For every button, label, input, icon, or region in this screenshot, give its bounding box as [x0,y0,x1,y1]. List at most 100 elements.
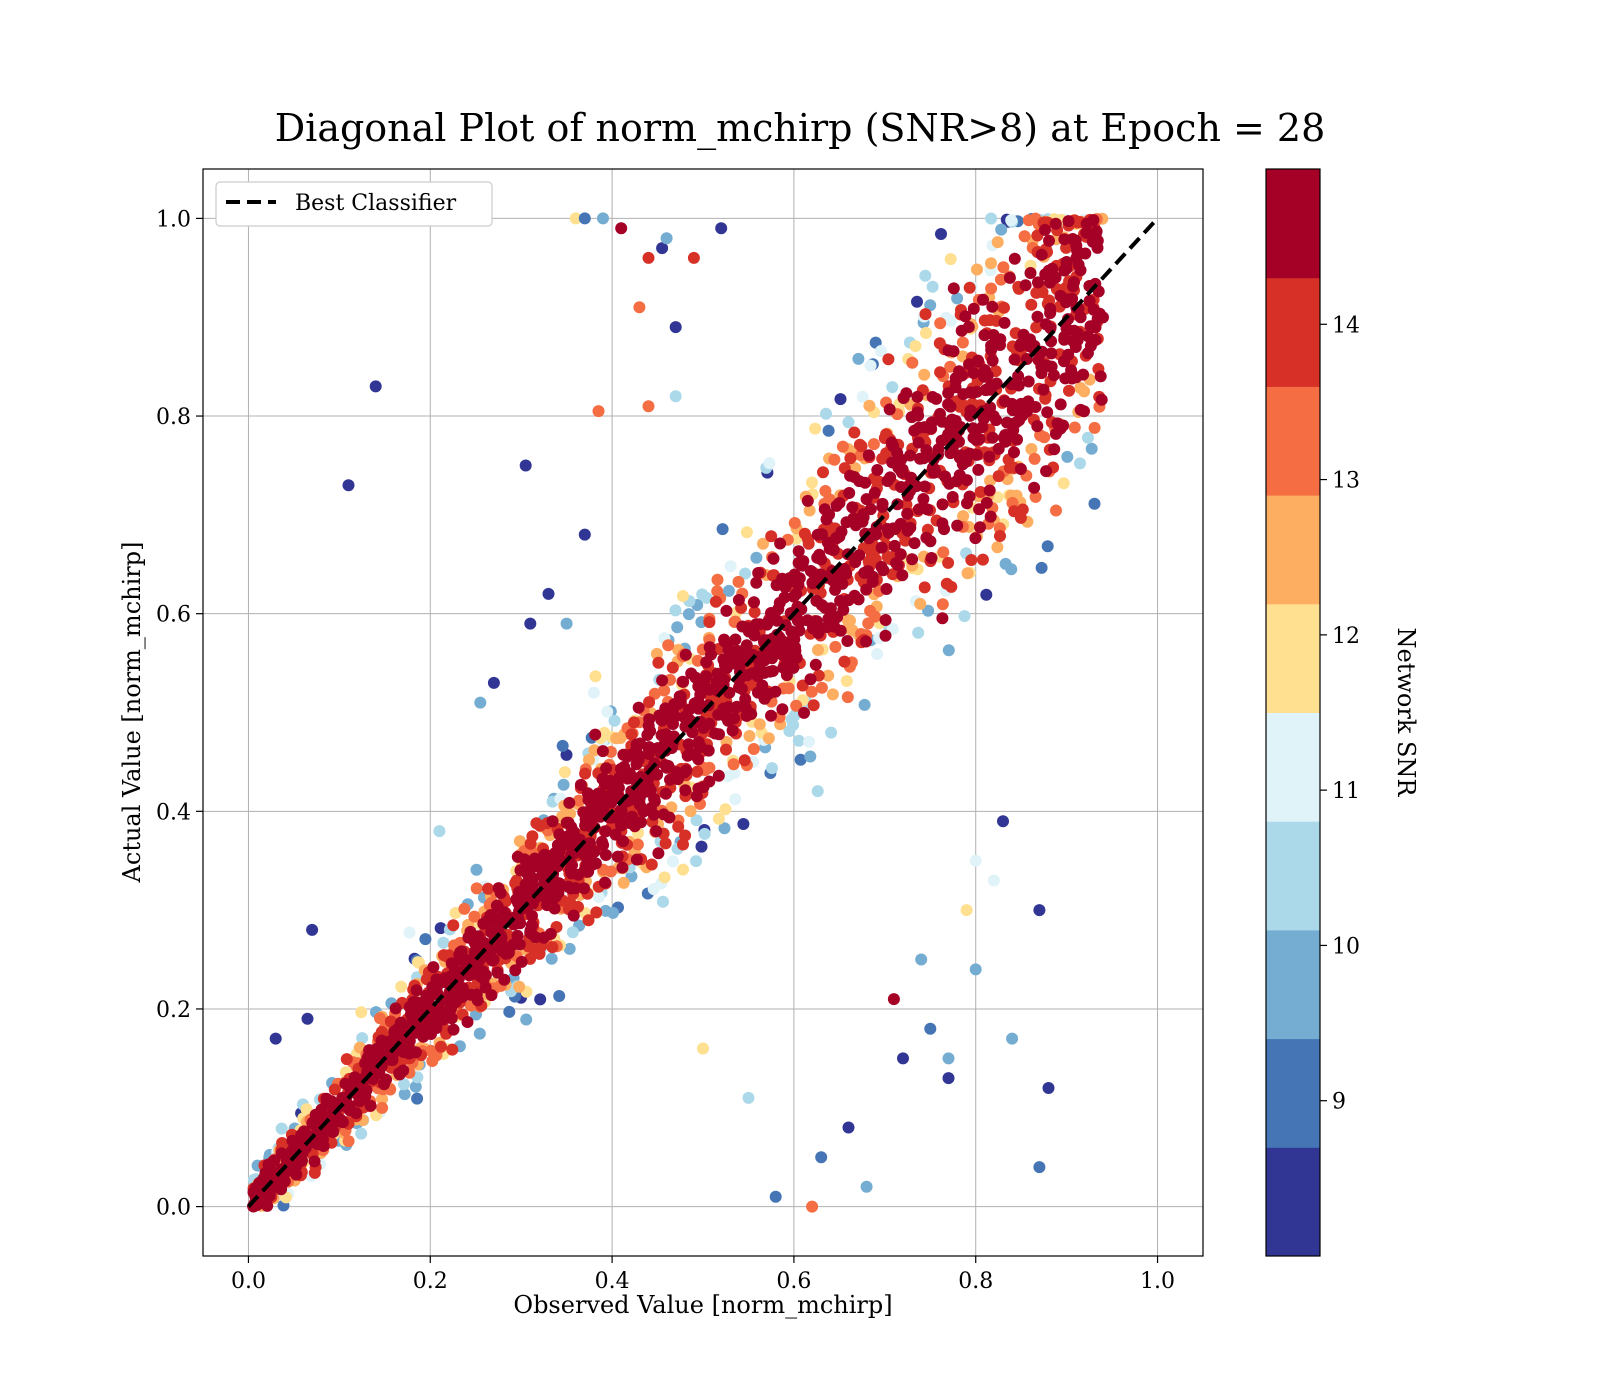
scatter-point [509,964,522,977]
scatter-point [922,604,935,617]
scatter-point [978,329,991,342]
scatter-point [793,572,806,585]
scatter-point [767,552,780,565]
scatter-point [908,424,921,437]
scatter-point [917,493,930,505]
scatter-point [669,321,682,334]
scatter-point [1088,497,1101,510]
scatter-point [608,714,621,727]
scatter-point [815,528,828,541]
scatter-point [998,301,1010,314]
scatter-point [679,784,692,797]
scatter-point [919,308,932,321]
scatter-point [809,422,822,435]
scatter-point [291,1136,304,1149]
scatter-point [716,523,729,536]
scatter-point [587,686,600,699]
scatter-point [1025,298,1038,311]
scatter-point [553,990,566,1002]
scatter-point [973,503,986,516]
scatter-point [665,801,678,814]
scatter-point [680,764,693,777]
scatter-point [656,242,669,255]
scatter-point [666,661,679,674]
scatter-point [409,1080,422,1093]
scatter-point [1035,367,1048,380]
scatter-point [276,1137,289,1149]
scatter-point [692,782,705,795]
scatter-point [969,532,982,545]
scatter-point [598,790,610,803]
scatter-point [972,354,985,367]
scatter-point [926,280,939,293]
scatter-point [944,314,957,327]
scatter-point [447,919,460,932]
scatter-point [556,739,569,752]
scatter-point [967,367,980,379]
scatter-point [876,497,889,510]
scatter-point [1029,401,1042,413]
scatter-point [398,1088,411,1101]
scatter-point [920,327,932,339]
scatter-point [901,507,914,520]
scatter-point [924,1022,937,1035]
scatter-point [563,942,576,955]
scatter-point [908,537,921,550]
scatter-point [584,815,597,828]
scatter-point [947,282,960,295]
scatter-point [732,594,745,606]
scatter-point [991,541,1004,554]
scatter-point [482,882,494,895]
y-tick-label: 0.0 [156,1196,191,1221]
scatter-point [1022,375,1035,388]
scatter-point [918,581,931,594]
scatter-point [924,299,937,312]
scatter-point [1074,264,1087,277]
scatter-point [998,316,1011,329]
scatter-point [895,481,907,493]
scatter-point [842,416,855,429]
scatter-point [942,556,955,569]
scatter-point [553,828,566,841]
scatter-point [939,470,952,483]
scatter-point [692,702,705,715]
scatter-point [641,729,654,741]
scatter-point [597,212,609,225]
scatter-point [901,524,914,537]
scatter-point [985,282,998,295]
scatter-point [655,729,668,742]
scatter-point [1006,1032,1019,1045]
scatter-point [590,906,603,919]
scatter-point [793,624,806,637]
scatter-point [712,812,725,825]
scatter-point [474,696,487,709]
scatter-point [863,399,876,412]
scatter-point [513,980,526,993]
scatter-point [1028,481,1041,494]
scatter-point [766,569,779,582]
scatter-point [914,597,927,610]
scatter-point [369,380,382,393]
scatter-point [1050,504,1062,517]
scatter-point [487,676,500,689]
scatter-point [515,955,528,968]
scatter-point [739,567,752,580]
scatter-point [669,390,682,403]
scatter-point [666,855,679,868]
scatter-point [858,698,871,711]
scatter-point [495,937,508,950]
scatter-point [470,882,483,895]
scatter-point [815,681,828,694]
scatter-point [792,734,805,747]
scatter-point [778,591,791,604]
scatter-point [1060,322,1073,335]
scatter-point [596,745,609,758]
scatter-point [717,653,730,666]
scatter-point [585,806,598,819]
scatter-point [728,767,741,780]
scatter-point [809,658,822,671]
y-tick-label: 0.4 [156,800,191,825]
scatter-point [846,501,859,514]
scatter-point [652,847,665,860]
scatter-point [650,825,663,838]
